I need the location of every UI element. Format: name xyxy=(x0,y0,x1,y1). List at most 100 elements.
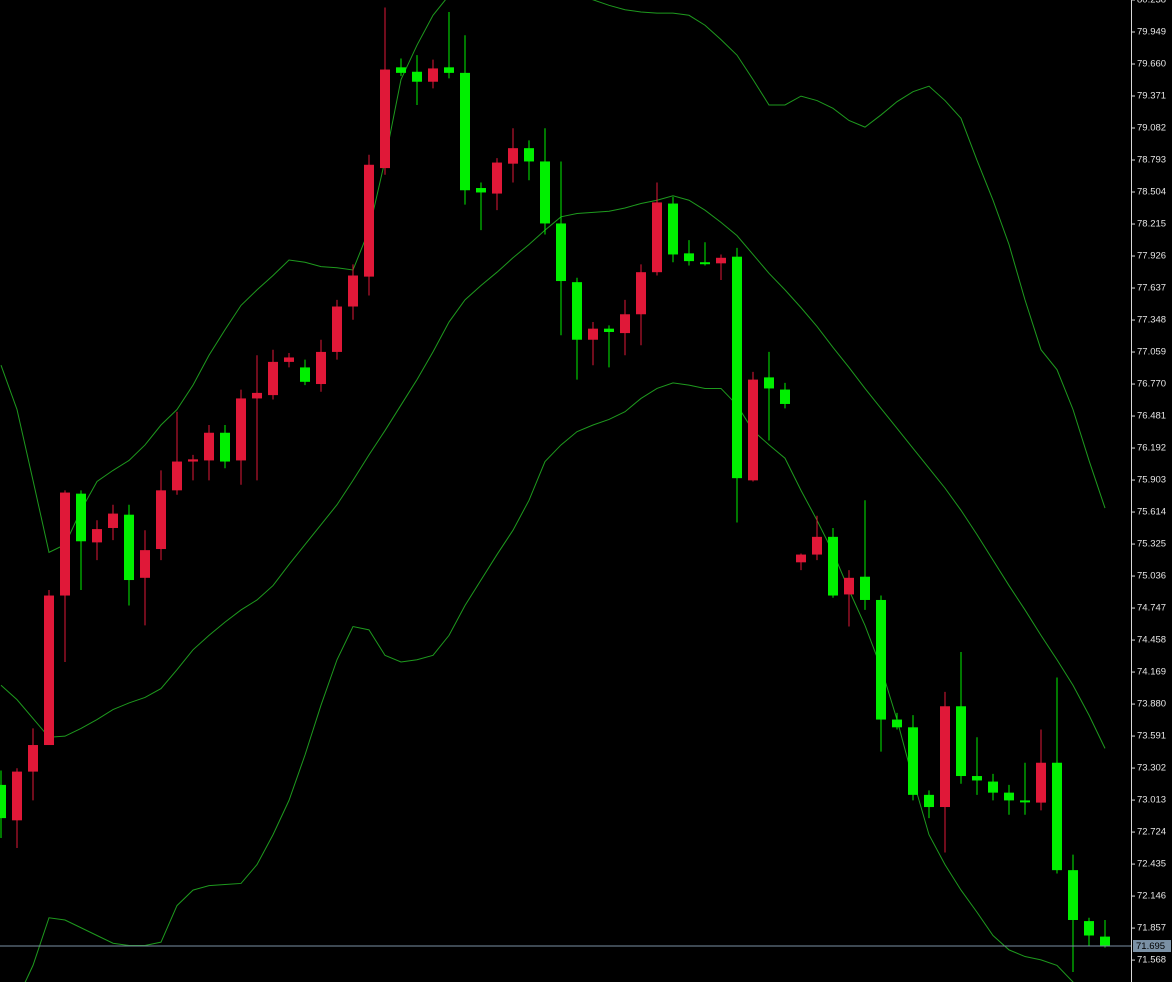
candle-body xyxy=(988,781,998,793)
y-tick-label: 73.880 xyxy=(1137,699,1166,710)
y-tick-label: 76.770 xyxy=(1137,379,1166,390)
candle-body xyxy=(460,72,470,191)
candle-body xyxy=(396,67,406,73)
candle-body xyxy=(572,282,582,340)
y-tick-label: 72.435 xyxy=(1137,859,1166,870)
y-tick-label: 79.660 xyxy=(1137,59,1166,70)
y-tick-label: 72.146 xyxy=(1137,891,1166,902)
y-tick-label: 71.857 xyxy=(1137,923,1166,934)
candle-body xyxy=(1020,800,1030,803)
y-tick-label: 74.458 xyxy=(1137,635,1166,646)
candle-body xyxy=(332,306,342,352)
candle-body xyxy=(924,794,934,808)
candle-body xyxy=(972,776,982,781)
candle-body xyxy=(524,148,534,162)
y-tick-label: 73.591 xyxy=(1137,731,1166,742)
candle-body xyxy=(748,379,758,481)
candle-body xyxy=(268,361,278,396)
candle-body xyxy=(252,392,262,399)
y-tick-label: 75.325 xyxy=(1137,539,1166,550)
candle-body xyxy=(780,389,790,404)
y-tick-label: 75.614 xyxy=(1137,507,1166,518)
y-tick-label: 75.903 xyxy=(1137,475,1166,486)
candle-body xyxy=(300,367,310,382)
plot-area xyxy=(0,0,1131,982)
y-tick-label: 75.036 xyxy=(1137,571,1166,582)
band-line xyxy=(0,0,1106,554)
candle-body xyxy=(28,745,38,772)
band-line xyxy=(24,382,1074,982)
candle-body xyxy=(636,272,646,315)
candle-body xyxy=(1004,792,1014,801)
candle-body xyxy=(620,314,630,334)
candle-body xyxy=(556,223,566,282)
candle-body xyxy=(412,71,422,82)
candle-body xyxy=(604,328,614,332)
candle-body xyxy=(12,771,22,821)
candle-body xyxy=(284,357,294,362)
candle-body xyxy=(684,253,694,262)
candle-body xyxy=(1052,762,1062,871)
y-tick-label: 74.169 xyxy=(1137,667,1166,678)
candle-body xyxy=(76,493,86,542)
band-line xyxy=(0,195,1106,749)
last-price-label: 71.695 xyxy=(1136,941,1165,952)
y-tick-label: 73.302 xyxy=(1137,763,1166,774)
y-tick-label: 77.926 xyxy=(1137,251,1166,262)
candle-body xyxy=(316,351,326,385)
candle-body xyxy=(1036,762,1046,803)
y-tick-label: 77.348 xyxy=(1137,315,1166,326)
y-tick-label: 72.724 xyxy=(1137,827,1166,838)
candle-body xyxy=(156,490,166,550)
candle-body xyxy=(668,203,678,255)
candle-body xyxy=(444,67,454,73)
candle-body xyxy=(428,68,438,82)
candle-body xyxy=(188,459,198,462)
y-tick-label: 80.238 xyxy=(1137,0,1166,6)
candle-body xyxy=(60,492,70,596)
candle-body xyxy=(220,432,230,462)
candle-body xyxy=(172,461,182,491)
candle-body xyxy=(796,554,806,563)
candle-body xyxy=(876,599,886,720)
y-tick-label: 78.793 xyxy=(1137,155,1166,166)
candle-body xyxy=(0,784,6,819)
candle-body xyxy=(860,576,870,600)
y-tick-label: 77.059 xyxy=(1137,347,1166,358)
candle-body xyxy=(940,706,950,808)
y-tick-label: 73.013 xyxy=(1137,795,1166,806)
candle-body xyxy=(764,377,774,389)
candle-body xyxy=(652,202,662,273)
candle-body xyxy=(476,188,486,193)
candle-body xyxy=(236,398,246,461)
y-tick-label: 79.949 xyxy=(1137,27,1166,38)
candle-body xyxy=(380,69,390,169)
candle-body xyxy=(732,256,742,479)
candle-body xyxy=(508,148,518,164)
candle-body xyxy=(716,257,726,264)
y-tick-label: 77.637 xyxy=(1137,283,1166,294)
candle-body xyxy=(956,706,966,777)
y-tick-label: 74.747 xyxy=(1137,603,1166,614)
candle-body xyxy=(812,536,822,555)
candle-body xyxy=(44,595,54,746)
candle-body xyxy=(892,719,902,728)
candle-body xyxy=(124,514,134,581)
y-tick-label: 78.215 xyxy=(1137,219,1166,230)
candle-body xyxy=(364,164,374,277)
last-price-box xyxy=(1133,940,1171,953)
candle-body xyxy=(204,432,214,461)
candle-body xyxy=(108,513,118,528)
candle-body xyxy=(540,161,550,224)
candle-body xyxy=(348,275,358,307)
candle-body xyxy=(908,727,918,795)
candle-body xyxy=(700,262,710,265)
candle-body xyxy=(844,577,854,595)
y-tick-label: 78.504 xyxy=(1137,187,1166,198)
candle-body xyxy=(1068,870,1078,920)
y-tick-label: 71.568 xyxy=(1137,955,1166,966)
candle-body xyxy=(1100,936,1110,947)
candle-body xyxy=(492,162,502,194)
